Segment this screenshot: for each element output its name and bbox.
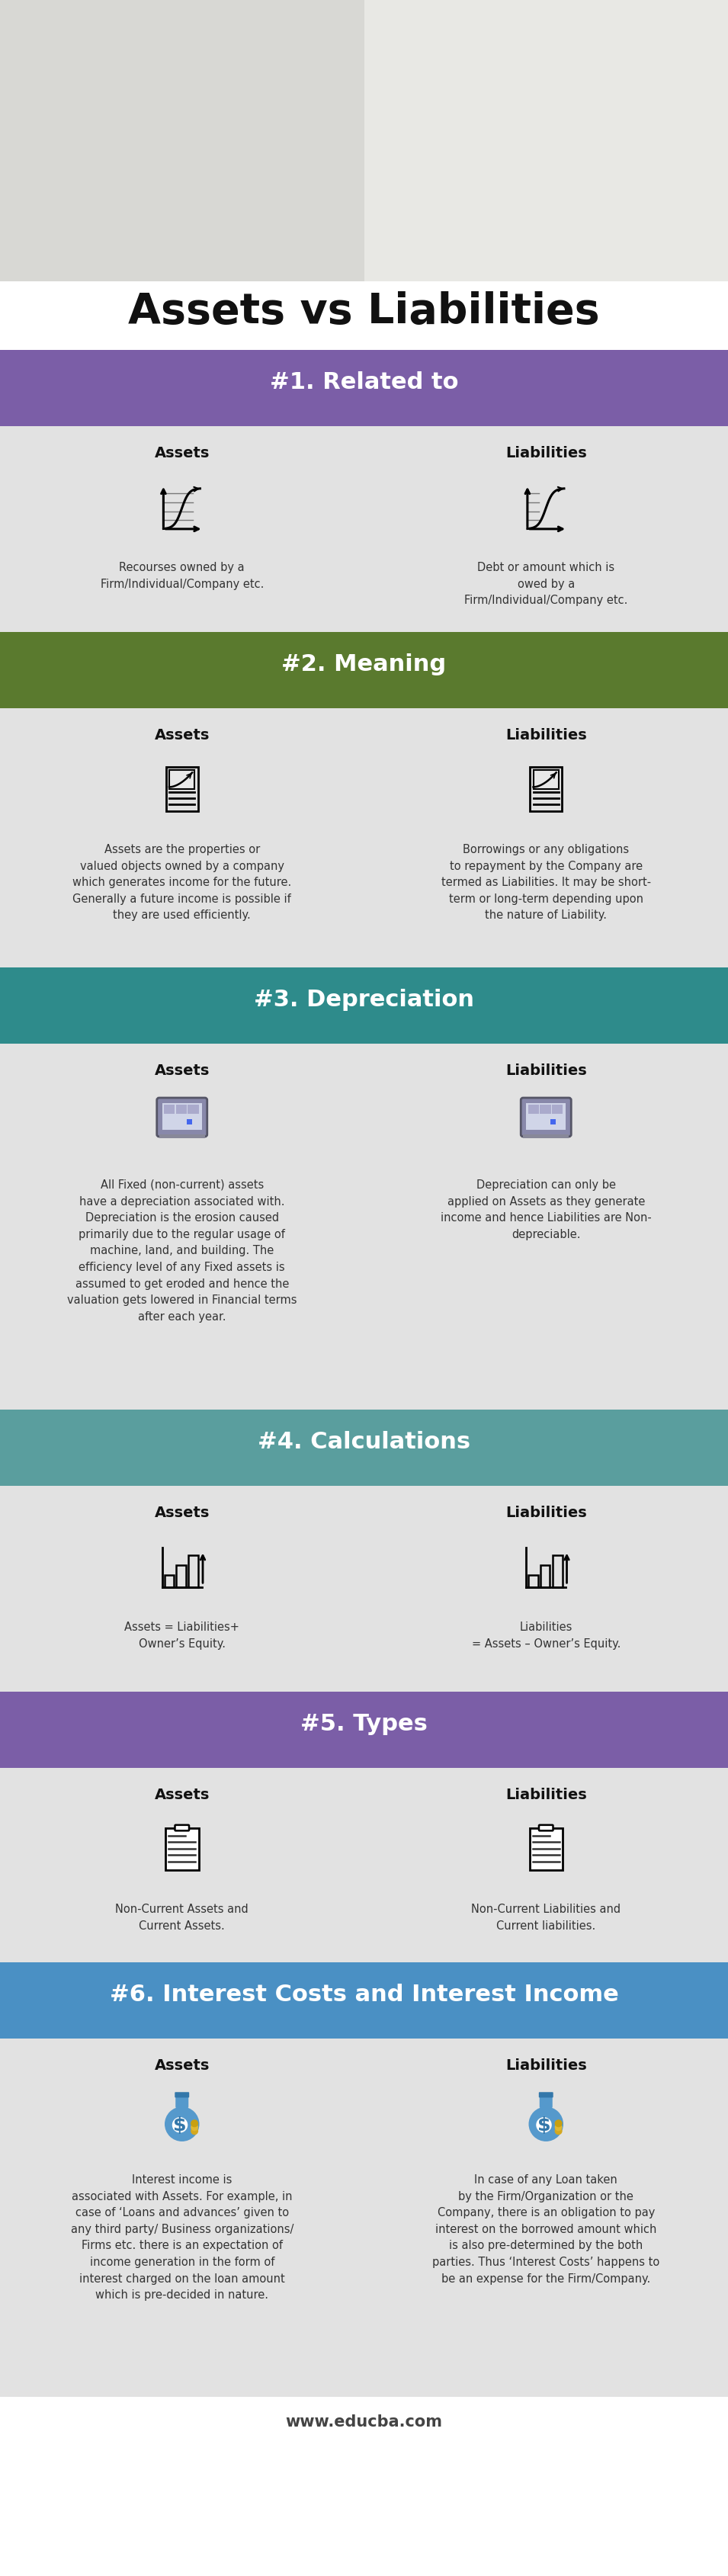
Bar [0,969,728,1043]
Bar [170,770,194,788]
Circle shape [555,2120,562,2128]
Text: Assets: Assets [154,2058,210,2071]
Text: All Fixed (non-current) assets
have a depreciation associated with.
Depreciation: All Fixed (non-current) assets have a de… [67,1180,297,1321]
Bar [186,1121,192,1126]
Circle shape [191,2120,198,2128]
FancyBboxPatch shape [539,2094,553,2107]
Bar [364,0,728,281]
Bar [526,1103,566,1131]
Text: Liabilities: Liabilities [505,1504,587,1520]
Circle shape [536,2117,552,2133]
Bar [162,1103,202,1131]
Text: Non-Current Assets and
Current Assets.: Non-Current Assets and Current Assets. [116,1904,248,1932]
Text: Assets: Assets [154,729,210,742]
Bar [0,1692,728,1767]
Text: Assets are the properties or
valued objects owned by a company
which generates i: Assets are the properties or valued obje… [73,845,291,922]
Text: Recourses owned by a
Firm/Individual/Company etc.: Recourses owned by a Firm/Individual/Com… [100,562,264,590]
Bar [159,1136,205,1139]
Text: Assets = Liabilities+
Owner’s Equity.: Assets = Liabilities+ Owner’s Equity. [124,1620,240,1649]
Bar [176,1105,187,1113]
Text: Assets: Assets [154,1504,210,1520]
Bar [0,2038,728,2396]
Bar [189,1556,198,1587]
Bar [529,1574,538,1587]
Text: #4. Calculations: #4. Calculations [258,1430,470,1453]
Bar [0,0,364,281]
Text: Liabilities: Liabilities [505,1064,587,1077]
Text: #5. Types: #5. Types [301,1713,427,1734]
Bar [523,1136,569,1139]
Bar [0,2396,728,2458]
Bar [0,281,728,350]
Text: www.educba.com: www.educba.com [285,2414,443,2429]
Circle shape [191,2128,198,2136]
Bar [0,1409,728,1486]
Text: Assets vs Liabilities: Assets vs Liabilities [128,291,600,332]
Text: #1. Related to: #1. Related to [269,371,459,394]
Text: Liabilities: Liabilities [505,1788,587,1801]
Bar [0,1043,728,1409]
Circle shape [172,2117,188,2133]
Bar [0,1486,728,1692]
Text: #2. Meaning: #2. Meaning [282,654,446,675]
Text: #6. Interest Costs and Interest Income: #6. Interest Costs and Interest Income [109,1984,619,2004]
Bar [528,1105,539,1113]
Text: Assets: Assets [154,1788,210,1801]
Text: #3. Depreciation: #3. Depreciation [254,989,474,1010]
Bar [176,1566,186,1587]
Bar [540,1105,551,1113]
Circle shape [555,2123,562,2130]
Bar [0,1963,728,2038]
Bar [529,1829,563,1870]
Bar [166,768,198,811]
Bar [530,768,562,811]
FancyBboxPatch shape [539,2092,553,2097]
Text: Borrowings or any obligations
to repayment by the Company are
termed as Liabilit: Borrowings or any obligations to repayme… [441,845,651,922]
Bar [188,1105,199,1113]
Text: Liabilities
= Assets – Owner’s Equity.: Liabilities = Assets – Owner’s Equity. [472,1620,620,1649]
Circle shape [529,2107,563,2141]
Bar [0,350,728,428]
Text: Liabilities: Liabilities [505,2058,587,2071]
Text: In case of any Loan taken
by the Firm/Organization or the
Company, there is an o: In case of any Loan taken by the Firm/Or… [432,2174,660,2285]
FancyBboxPatch shape [175,2094,189,2107]
Circle shape [165,2107,199,2141]
Bar [165,1829,199,1870]
FancyBboxPatch shape [157,1097,207,1136]
Bar [553,1556,562,1587]
Bar [0,428,728,634]
Text: Non-Current Liabilities and
Current liabilities.: Non-Current Liabilities and Current liab… [471,1904,621,1932]
FancyBboxPatch shape [175,2092,189,2097]
Bar [164,1105,175,1113]
Text: Liabilities: Liabilities [505,446,587,461]
Bar [0,1767,728,1963]
Text: Interest income is
associated with Assets. For example, in
case of ‘Loans and ad: Interest income is associated with Asset… [71,2174,293,2300]
Text: Depreciation can only be
applied on Assets as they generate
income and hence Lia: Depreciation can only be applied on Asse… [440,1180,652,1239]
Bar [534,770,558,788]
Text: Assets: Assets [154,1064,210,1077]
Bar [550,1121,556,1126]
Text: Assets: Assets [154,446,210,461]
Text: $: $ [537,2115,550,2136]
FancyBboxPatch shape [521,1097,571,1136]
Bar [0,634,728,708]
Bar [552,1105,563,1113]
FancyBboxPatch shape [539,1826,553,1832]
FancyBboxPatch shape [175,1826,189,1832]
Circle shape [191,2123,198,2130]
Bar [540,1566,550,1587]
Bar [0,708,728,969]
Bar [165,1574,174,1587]
Text: Liabilities: Liabilities [505,729,587,742]
Text: Debt or amount which is
owed by a
Firm/Individual/Company etc.: Debt or amount which is owed by a Firm/I… [464,562,628,605]
Text: $: $ [173,2115,186,2136]
Circle shape [555,2128,562,2136]
